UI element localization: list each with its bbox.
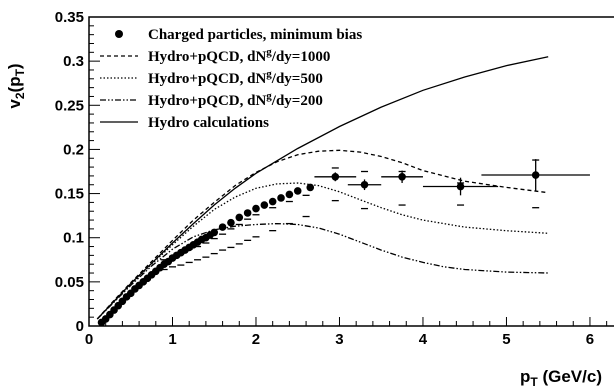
legend-text-part: Charged particles, minimum bias [148,27,362,43]
hydro-pqcd-500-curve [96,182,549,320]
data-point [235,213,244,222]
legend-text-part: Hydro+pQCD, dN [148,71,266,87]
y-tick-label: 0.3 [63,53,84,70]
data-point [293,187,302,195]
data-point [306,183,315,192]
plot-frame [88,16,614,327]
x-tick-label: 4 [419,331,428,348]
data-point [227,218,235,227]
data-point [252,204,260,213]
x-tick-label: 6 [586,331,594,348]
x-tick-label: 5 [502,331,510,348]
legend-entry-text: Hydro calculations [148,115,269,131]
legend-text-part: /dy=200 [271,93,323,109]
hydro-pqcd-1000-curve [96,149,549,320]
y-axis-title-rest: (p [5,76,24,92]
legend-entry-text: Charged particles, minimum bias [148,27,362,43]
hydro-pqcd-200-curve [96,222,549,320]
y-axis-title-close: ) [5,63,24,69]
series-layer [96,56,549,320]
legend-text-part: /dy=500 [271,71,323,87]
legend-text-part: Hydro+pQCD, dN [148,49,266,65]
data-point [531,171,540,179]
data-point [243,209,252,217]
data-point [398,172,406,181]
x-tick-label: 1 [168,331,176,348]
x-tick-label: 0 [85,331,93,348]
legend-entry-text: Hydro+pQCD, dNg/dy=200 [148,90,323,109]
x-axis-title-main: p [520,367,530,386]
legend-marker [115,30,123,38]
y-axis-title-sub2: T [13,68,27,76]
y-tick-label: 0.1 [63,230,84,247]
data-point [268,197,277,206]
y-axis-title-main: v [5,99,24,109]
y-tick-label: 0.35 [55,9,84,26]
data-point [260,201,269,209]
data-point [360,180,369,189]
y-axis-title-sub: 2 [13,92,27,99]
y-tick-label: 0.25 [55,97,84,114]
x-tick-label: 3 [335,331,343,348]
ticks-layer: 0 1 2 3 4 5 6 0 0.05 0.1 0.15 0.2 0.25 0.3 0.35 [55,9,608,348]
x-axis-title-unit: (GeV/c) [538,367,602,386]
y-tick-label: 0.05 [55,274,84,291]
legend-text-part: Hydro+pQCD, dN [148,93,266,109]
data-point [277,194,285,202]
y-tick-label: 0.2 [63,141,84,158]
x-axis-title-sub: T [530,375,538,389]
points-layer [97,159,590,327]
legend-entry-text: Hydro+pQCD, dNg/dy=1000 [148,46,330,65]
data-point [331,172,340,181]
data-point [456,182,465,191]
x-tick-label: 2 [252,331,260,348]
data-point [210,228,219,237]
data-point [285,190,294,199]
data-point [218,223,227,231]
legend: Charged particles, minimum bias Hydro+pQC… [100,27,362,131]
y-axis-title: v2(pT) [5,63,27,108]
legend-text-part: /dy=1000 [271,49,331,65]
legend-entry-text: Hydro+pQCD, dNg/dy=500 [148,68,323,87]
x-axis-title: pT (GeV/c) [520,367,602,389]
legend-superscript: g [266,46,272,58]
y-tick-label: 0.15 [55,186,84,203]
legend-superscript: g [266,90,272,102]
y-tick-label: 0 [76,318,84,335]
legend-text-part: Hydro calculations [148,115,269,131]
legend-superscript: g [266,68,272,80]
